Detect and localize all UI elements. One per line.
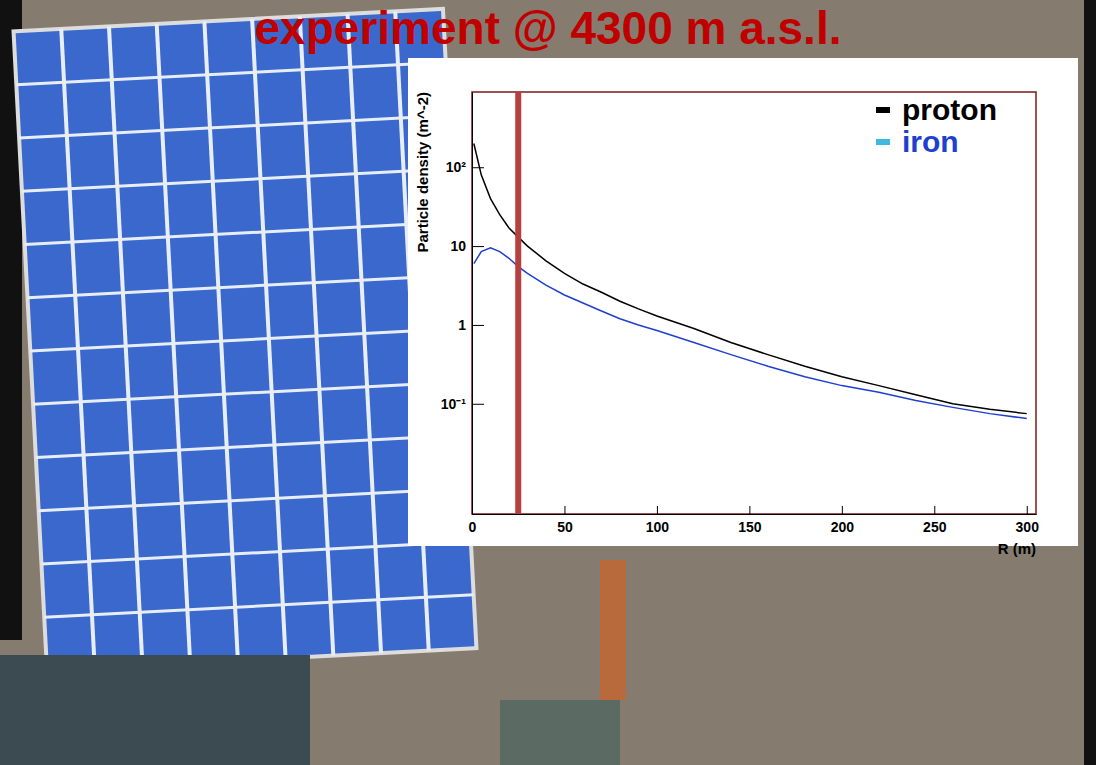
array-line [36,435,465,458]
y-tick-label: 10² [446,159,467,175]
plot-frame [472,92,1036,514]
x-tick-label: 300 [1016,519,1040,535]
x-tick-label: 100 [646,519,670,535]
array-line [39,488,468,511]
x-tick: 150 [738,506,762,535]
ground [0,0,1096,765]
y-axis-title: Particle density (m^-2) [414,92,431,252]
x-tick-mark [934,506,935,514]
array-line [44,595,473,618]
detector-array [14,9,477,671]
chart-panel [408,58,1078,546]
y-tick: 10 [450,238,484,254]
x-tick: 200 [831,506,855,535]
y-tick-label: 1 [458,317,466,333]
reference-line [515,92,521,514]
y-tick: 1 [458,317,484,333]
building [0,655,310,765]
series-line [474,248,1027,419]
array-line [27,275,456,298]
x-tick-label: 50 [557,519,573,535]
series-line [474,144,1027,414]
x-tick-label: 250 [923,519,947,535]
array-line [16,62,445,85]
x-tick: 250 [923,506,947,535]
x-axis: 0 50 100 150 200 250 300 [469,506,1040,535]
array-roof [14,9,477,671]
array-line [25,222,454,245]
array-line [22,169,451,192]
y-tick: 10⁻¹ [441,396,484,412]
legend-label: proton [902,93,997,126]
x-tick: 100 [646,506,670,535]
x-axis-line [473,514,1037,515]
x-tick-mark [749,506,750,514]
slide-title: experiment @ 4300 m a.s.l. [255,2,842,54]
y-axis-line [472,93,473,515]
legend-swatch [876,139,890,145]
y-tick-mark [472,325,484,326]
legend: protoniron [876,93,997,158]
x-axis-title: R (m) [998,540,1036,557]
x-tick: 300 [1016,506,1040,535]
x-tick-label: 200 [831,519,855,535]
x-tick-label: 0 [469,519,477,535]
plot-area [474,92,1027,514]
x-tick: 50 [557,506,573,535]
array-line [19,115,448,138]
array-line [33,382,462,405]
y-tick-mark [472,404,484,405]
x-tick-mark [1027,506,1028,514]
crates [600,560,626,700]
array-line [30,328,459,351]
legend-label: iron [902,125,959,158]
x-tick-label: 150 [738,519,762,535]
y-tick-label: 10 [450,238,466,254]
x-tick-mark [842,506,843,514]
x-tick-mark [657,506,658,514]
x-tick-mark [564,506,565,514]
background [0,0,1096,765]
y-tick-mark [472,246,484,247]
frame-edge [1084,0,1096,765]
array-line [41,542,470,565]
y-tick-mark [472,167,484,168]
legend-swatch [876,107,890,113]
containers [500,700,620,765]
y-tick-label: 10⁻¹ [441,396,467,412]
